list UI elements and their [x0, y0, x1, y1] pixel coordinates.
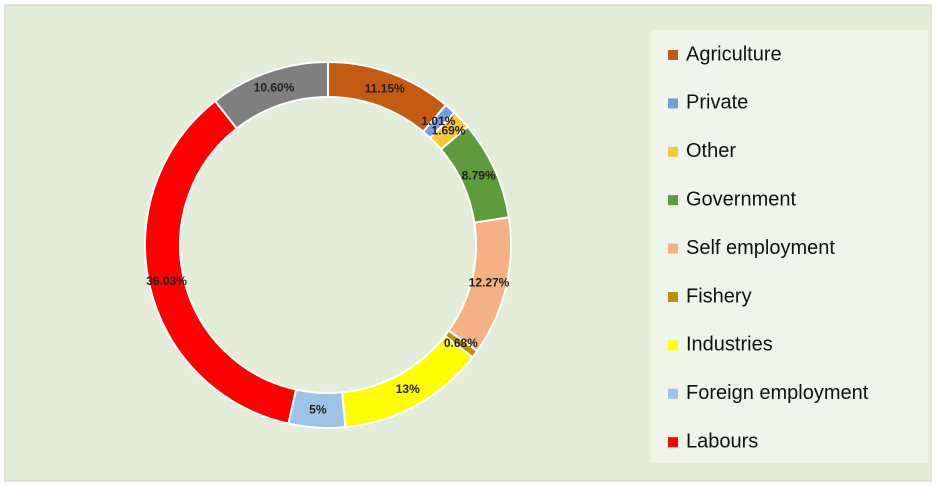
- data-label: 1.01%: [421, 114, 455, 128]
- data-label: 1.69%: [431, 124, 465, 138]
- legend-label: Agriculture: [686, 43, 782, 65]
- data-label: 13%: [396, 382, 420, 396]
- legend-swatch: [668, 388, 678, 399]
- legend-label: Fishery: [686, 285, 752, 307]
- data-label: 12.27%: [469, 275, 510, 289]
- legend-swatch: [668, 292, 678, 302]
- data-label: 0.68%: [444, 336, 478, 350]
- data-label: 36.03%: [146, 274, 187, 288]
- data-label: 5%: [309, 402, 327, 416]
- legend-swatch: [668, 195, 678, 206]
- legend-label: Labours: [686, 430, 758, 452]
- legend-swatch: [668, 50, 678, 60]
- legend-label: Self employment: [686, 237, 835, 259]
- legend-swatch: [668, 340, 678, 351]
- legend-swatch: [668, 146, 678, 157]
- legend-label: Other: [686, 140, 736, 162]
- legend-swatch: [668, 98, 678, 109]
- legend-label: Foreign employment: [686, 382, 869, 404]
- legend-label: Government: [686, 188, 796, 210]
- data-label: 11.15%: [365, 82, 405, 96]
- legend-swatch: [668, 243, 678, 254]
- legend-swatch: [668, 437, 678, 448]
- legend-label: Industries: [686, 334, 773, 356]
- donut-slice: [213, 60, 329, 130]
- legend-box: [651, 30, 928, 463]
- legend-label: Private: [686, 92, 748, 114]
- data-label: 8.79%: [462, 169, 496, 183]
- data-label: 10.60%: [254, 81, 295, 95]
